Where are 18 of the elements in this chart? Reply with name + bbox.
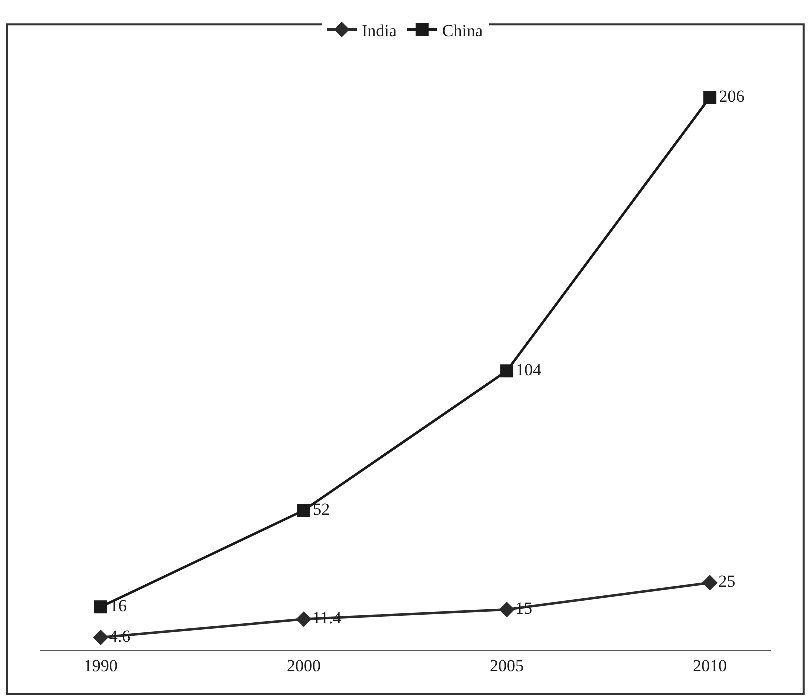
data-label: 52: [313, 500, 330, 519]
point: [704, 91, 717, 104]
point: [500, 364, 514, 378]
point: [93, 630, 109, 646]
point: [499, 602, 515, 618]
legend-label: India: [362, 21, 398, 40]
legend-label: China: [442, 21, 484, 40]
point: [702, 575, 718, 591]
point: [297, 504, 310, 518]
data-label: 206: [719, 86, 745, 106]
point: [94, 600, 108, 614]
x-tick-label: 2005: [490, 656, 524, 676]
x-tick-label: 1990: [84, 656, 118, 676]
x-tick-label: 2000: [286, 656, 321, 676]
x-tick-label: 2010: [693, 656, 728, 676]
point: [296, 612, 312, 628]
data-label: 25: [718, 572, 736, 592]
data-label: 104: [516, 360, 542, 380]
